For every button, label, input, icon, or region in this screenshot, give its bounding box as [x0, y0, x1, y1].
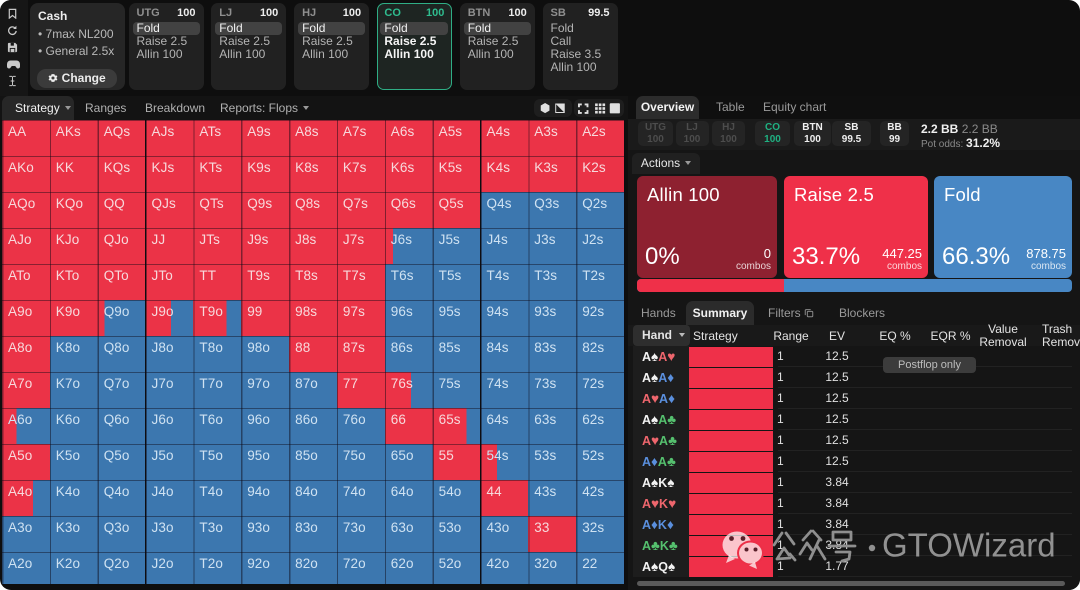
- svg-text:GTOWizard: GTOWizard: [882, 527, 1056, 564]
